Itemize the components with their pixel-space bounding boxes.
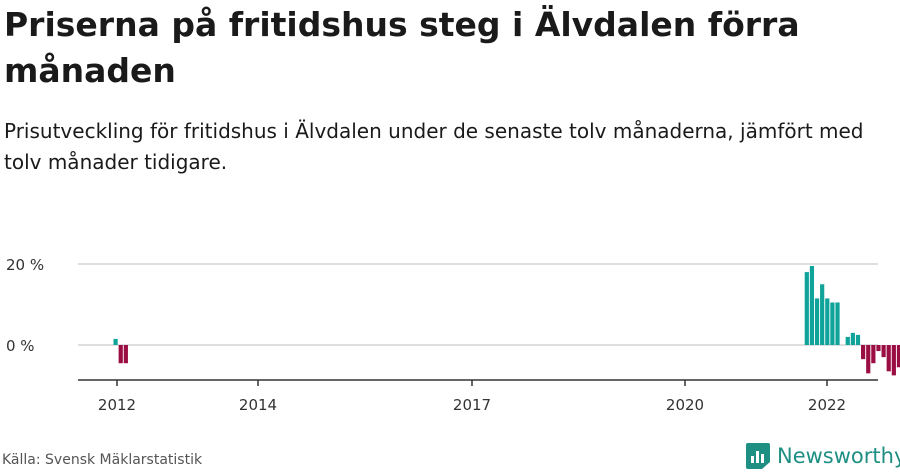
bar: [855, 334, 861, 346]
bar: [820, 284, 825, 345]
bar: [866, 345, 871, 374]
bar: [886, 345, 891, 372]
bar: [830, 302, 835, 345]
x-tick-label: 2014: [239, 396, 277, 414]
bar: [850, 332, 855, 345]
y-tick-label: 0 %: [6, 337, 35, 355]
x-axis: [78, 379, 878, 386]
x-tick-label: 2017: [453, 396, 491, 414]
bar: [835, 302, 840, 345]
newsworthy-icon: [746, 443, 770, 469]
x-tick-label: 2012: [98, 396, 136, 414]
bars: [113, 266, 900, 376]
bar: [881, 345, 886, 358]
bar: [814, 298, 820, 345]
x-tick-label: 2020: [666, 396, 704, 414]
bar: [118, 345, 123, 364]
bar: [891, 345, 896, 376]
bar: [804, 272, 809, 345]
brand-name: Newsworthy: [777, 444, 900, 468]
bar: [825, 298, 830, 345]
source-note: Källa: Svensk Mäklarstatistik: [2, 452, 203, 468]
x-tick-label: 2022: [808, 396, 846, 414]
brand-logo: Newsworthy: [745, 441, 900, 471]
chart-subtitle: Prisutveckling för fritidshus i Älvdalen…: [4, 119, 864, 174]
bar: [123, 345, 128, 364]
bar: [809, 266, 815, 345]
bar: [896, 345, 900, 368]
bar: [871, 345, 876, 364]
bar: [876, 345, 881, 352]
y-tick-label: 20 %: [6, 256, 44, 274]
bar: [113, 338, 118, 345]
bar: [861, 345, 866, 360]
chart-title: Priserna på fritidshus steg i Älvdalen f…: [4, 5, 800, 90]
bar: [845, 336, 850, 345]
gridlines: [78, 263, 878, 346]
